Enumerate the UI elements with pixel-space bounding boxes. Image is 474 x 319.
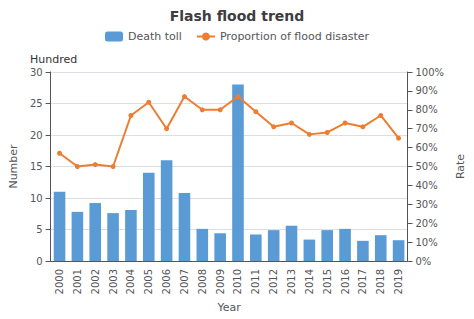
- svg-text:Hundred: Hundred: [30, 53, 77, 66]
- svg-text:30%: 30%: [416, 199, 438, 210]
- svg-text:2012: 2012: [268, 269, 279, 294]
- svg-text:Year: Year: [216, 301, 241, 314]
- svg-text:2019: 2019: [393, 269, 404, 294]
- svg-text:40%: 40%: [416, 180, 438, 191]
- svg-text:30: 30: [30, 67, 43, 78]
- svg-text:80%: 80%: [416, 104, 438, 115]
- svg-text:90%: 90%: [416, 85, 438, 96]
- svg-text:2017: 2017: [357, 269, 368, 294]
- svg-text:2011: 2011: [250, 269, 261, 294]
- svg-text:Proportion of flood disaster: Proportion of flood disaster: [220, 30, 370, 43]
- svg-text:60%: 60%: [416, 142, 438, 153]
- svg-text:2006: 2006: [161, 269, 172, 294]
- svg-text:2008: 2008: [197, 269, 208, 294]
- svg-text:2004: 2004: [125, 269, 136, 294]
- svg-text:2014: 2014: [304, 269, 315, 294]
- svg-text:Number: Number: [7, 144, 20, 189]
- svg-text:2001: 2001: [72, 269, 83, 294]
- svg-text:100%: 100%: [416, 67, 445, 78]
- svg-text:Flash flood trend: Flash flood trend: [170, 8, 305, 24]
- svg-text:20%: 20%: [416, 218, 438, 229]
- svg-text:2009: 2009: [215, 269, 226, 294]
- svg-text:50%: 50%: [416, 161, 438, 172]
- svg-text:2002: 2002: [90, 269, 101, 294]
- svg-text:5: 5: [36, 224, 42, 235]
- svg-text:Rate: Rate: [454, 154, 467, 179]
- svg-text:10: 10: [30, 193, 43, 204]
- svg-text:2000: 2000: [54, 269, 65, 294]
- svg-text:2010: 2010: [232, 269, 243, 294]
- svg-text:2015: 2015: [322, 269, 333, 294]
- svg-text:70%: 70%: [416, 123, 438, 134]
- svg-text:2016: 2016: [340, 269, 351, 294]
- svg-text:15: 15: [30, 161, 43, 172]
- svg-text:2005: 2005: [143, 269, 154, 294]
- svg-text:10%: 10%: [416, 237, 438, 248]
- svg-text:Death toll: Death toll: [128, 30, 182, 43]
- svg-text:20: 20: [30, 130, 43, 141]
- svg-text:2013: 2013: [286, 269, 297, 294]
- svg-text:25: 25: [30, 98, 43, 109]
- svg-text:0%: 0%: [416, 256, 432, 267]
- svg-text:2018: 2018: [375, 269, 386, 294]
- svg-text:0: 0: [36, 256, 42, 267]
- svg-text:2003: 2003: [108, 269, 119, 294]
- svg-text:2007: 2007: [179, 269, 190, 294]
